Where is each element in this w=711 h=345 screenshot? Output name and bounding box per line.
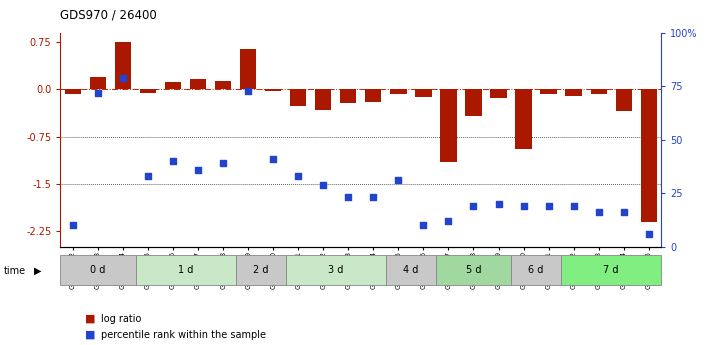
Bar [465,89,481,116]
Point [643,231,654,237]
Text: time: time [4,266,26,276]
Point [568,203,579,209]
Bar [591,89,606,95]
Text: ▶: ▶ [34,266,42,276]
Bar [235,255,286,285]
Point [343,195,354,200]
Point [68,223,79,228]
Bar [90,77,106,89]
Point [267,156,279,162]
Bar [315,89,331,109]
Text: ■: ■ [85,314,96,324]
Bar [565,89,582,96]
Bar [240,49,257,89]
Bar [115,42,131,89]
Point [218,160,229,166]
Point [117,75,129,80]
Point [593,210,604,215]
Point [443,218,454,224]
Bar [390,89,407,94]
Text: 3 d: 3 d [328,265,343,275]
Point [518,203,529,209]
Point [543,203,555,209]
Point [92,90,104,96]
Bar [365,89,382,102]
Point [167,158,178,164]
Bar [190,79,206,89]
Bar [511,255,561,285]
Bar [491,89,507,98]
Bar [515,89,532,149]
Text: 6 d: 6 d [528,265,544,275]
Bar [440,89,456,162]
Text: 7 d: 7 d [604,265,619,275]
Bar [136,255,235,285]
Point [368,195,379,200]
Text: 1 d: 1 d [178,265,193,275]
Point [618,210,629,215]
Text: 2 d: 2 d [253,265,269,275]
Point [193,167,204,172]
Text: ■: ■ [85,330,96,339]
Bar [415,89,432,97]
Point [418,223,429,228]
Text: 4 d: 4 d [403,265,419,275]
Point [468,203,479,209]
Bar [340,89,356,103]
Point [392,178,404,183]
Bar [215,81,231,89]
Text: GDS970 / 26400: GDS970 / 26400 [60,9,157,22]
Bar [641,89,657,221]
Bar [165,82,181,89]
Text: 0 d: 0 d [90,265,106,275]
Text: log ratio: log ratio [101,314,141,324]
Point [242,88,254,93]
Point [318,182,329,187]
Bar [290,89,306,106]
Bar [140,89,156,92]
Bar [286,255,386,285]
Bar [436,255,511,285]
Point [292,173,304,179]
Point [493,201,504,207]
Text: percentile rank within the sample: percentile rank within the sample [101,330,266,339]
Bar [561,255,661,285]
Bar [60,255,136,285]
Point [142,173,154,179]
Bar [616,89,632,111]
Bar [540,89,557,95]
Bar [65,89,81,95]
Bar [265,89,282,91]
Text: 5 d: 5 d [466,265,481,275]
Bar [386,255,436,285]
